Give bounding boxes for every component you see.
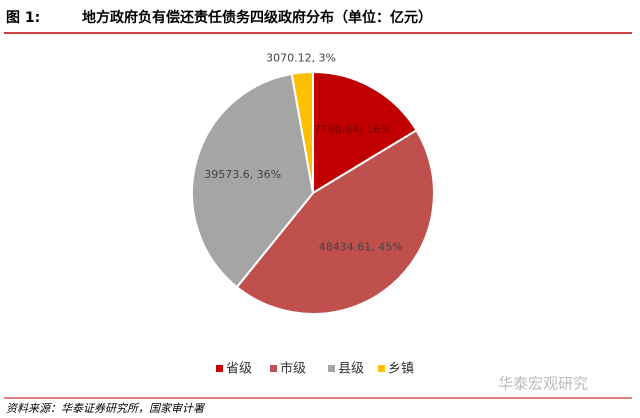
data-label: 3070.12, 3%: [266, 52, 336, 65]
pie-slice: [290, 70, 314, 194]
data-label: 48434.61, 45%: [319, 241, 403, 254]
legend-label: 乡镇: [388, 362, 414, 377]
pie-slice: [191, 72, 315, 289]
data-label: 39573.6, 36%: [204, 168, 281, 181]
legend-label: 市级: [280, 361, 306, 377]
watermark: 华泰宏观研究: [498, 375, 588, 393]
legend-label: 县级: [338, 362, 364, 377]
data-label: 17780.84, 16%: [307, 123, 391, 136]
figure-label: 图 1:: [6, 10, 40, 26]
legend-label: 省级: [226, 362, 252, 377]
pie-slice: [312, 70, 418, 195]
pie-slice: [235, 128, 435, 315]
chart-title: 地方政府负有偿还责任债务四级政府分布（单位：亿元）: [82, 9, 432, 26]
legend-swatch: [270, 365, 277, 372]
source-note: 资料来源：华泰证券研究所，国家审计署: [6, 402, 206, 415]
legend-swatch: [378, 365, 385, 372]
legend-swatch: [328, 365, 335, 372]
legend-swatch: [216, 365, 223, 372]
